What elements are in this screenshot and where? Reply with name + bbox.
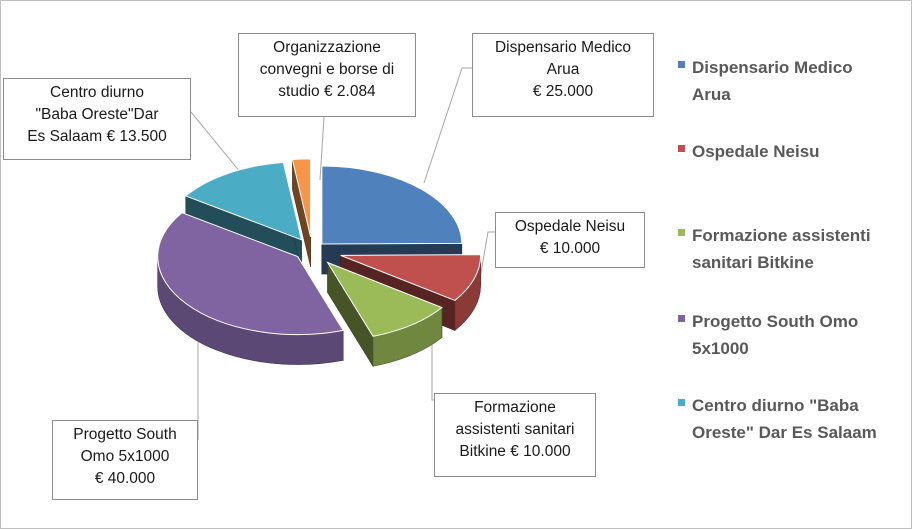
leader-line-organizzazione-convegni-e-borse-di-studio	[319, 116, 325, 181]
legend-label: Dispensario Medico Arua	[692, 54, 853, 108]
data-label-line: convegni e borse di	[259, 61, 395, 78]
data-label-line: Omo 5x1000	[80, 448, 170, 465]
legend-label-line: Formazione assistenti	[692, 226, 871, 245]
pie-slice-progetto-south-omo-5x1000	[157, 212, 344, 365]
data-label-line: studio € 2.084	[278, 83, 376, 100]
legend-label: Progetto South Omo 5x1000	[692, 308, 858, 362]
pie-slice-formazione-assistenti-sanitari-bitkine	[326, 261, 443, 368]
legend-label-line: Centro diurno "Baba	[692, 396, 859, 415]
legend-swatch	[678, 229, 685, 236]
data-label-line: Formazione	[474, 399, 556, 416]
legend-swatch	[678, 145, 685, 152]
data-label-progetto-south-omo-5x1000: Progetto South Omo 5x1000 € 40.000	[52, 420, 198, 500]
legend-label-line: Dispensario Medico	[692, 58, 853, 77]
legend-label-line: Ospedale Neisu	[692, 142, 820, 161]
data-label-line: Ospedale Neisu	[514, 218, 626, 235]
legend-label: Formazione assistenti sanitari Bitkine	[692, 222, 871, 276]
legend-label: Ospedale Neisu	[692, 138, 820, 165]
pie-slices	[157, 158, 482, 368]
legend-label-line: Progetto South Omo	[692, 312, 859, 331]
data-label-line: € 10.000	[539, 240, 601, 257]
data-label-line: € 40.000	[94, 470, 156, 487]
pie-slice-organizzazione-convegni-e-borse-di-studio	[291, 158, 312, 267]
legend-label-line: 5x1000	[692, 339, 749, 358]
data-label-dispensario-medico-arua: Dispensario Medico Arua € 25.000	[472, 33, 654, 117]
data-label-line: Arua	[546, 61, 580, 78]
data-label-line: Dispensario Medico	[494, 39, 632, 56]
data-label-centro-diurno-baba-oreste-dar-es-salaam: Centro diurno "Baba Oreste"Dar Es Salaam €…	[3, 78, 191, 160]
legend-label-line: Oreste" Dar Es Salaam	[692, 423, 877, 442]
data-label-formazione-assistenti-sanitari-bitkine: Formazione assistenti sanitari Bitkine € 1…	[434, 393, 596, 477]
data-label-organizzazione-convegni-e-borse-di-studio: Organizzazione convegni e borse di studio …	[238, 33, 416, 117]
leader-line-dispensario-medico-arua	[423, 67, 472, 184]
data-label-line: Centro diurno	[50, 84, 144, 101]
data-label-ospedale-neisu: Ospedale Neisu € 10.000	[495, 212, 645, 268]
leader-line-ospedale-neisu	[477, 231, 495, 291]
data-label-line: Es Salaam € 13.500	[27, 128, 167, 145]
leader-line-formazione-assistenti-sanitari-bitkine	[431, 332, 434, 401]
legend-label: Centro diurno "Baba Oreste" Dar Es Salaam	[692, 392, 877, 446]
data-label-line: Progetto South	[73, 426, 177, 443]
legend-swatch	[678, 399, 685, 406]
data-label-line: Bitkine € 10.000	[459, 443, 571, 460]
data-label-line: "Baba Oreste"Dar	[35, 106, 159, 123]
data-label-line: Organizzazione	[273, 39, 381, 56]
legend-label-line: Arua	[692, 85, 731, 104]
legend-label-line: sanitari Bitkine	[692, 253, 814, 272]
data-label-line: assistenti sanitari	[455, 421, 575, 438]
data-label-line: € 25.000	[532, 83, 594, 100]
legend-swatch	[678, 315, 685, 322]
legend-swatch	[678, 61, 685, 68]
